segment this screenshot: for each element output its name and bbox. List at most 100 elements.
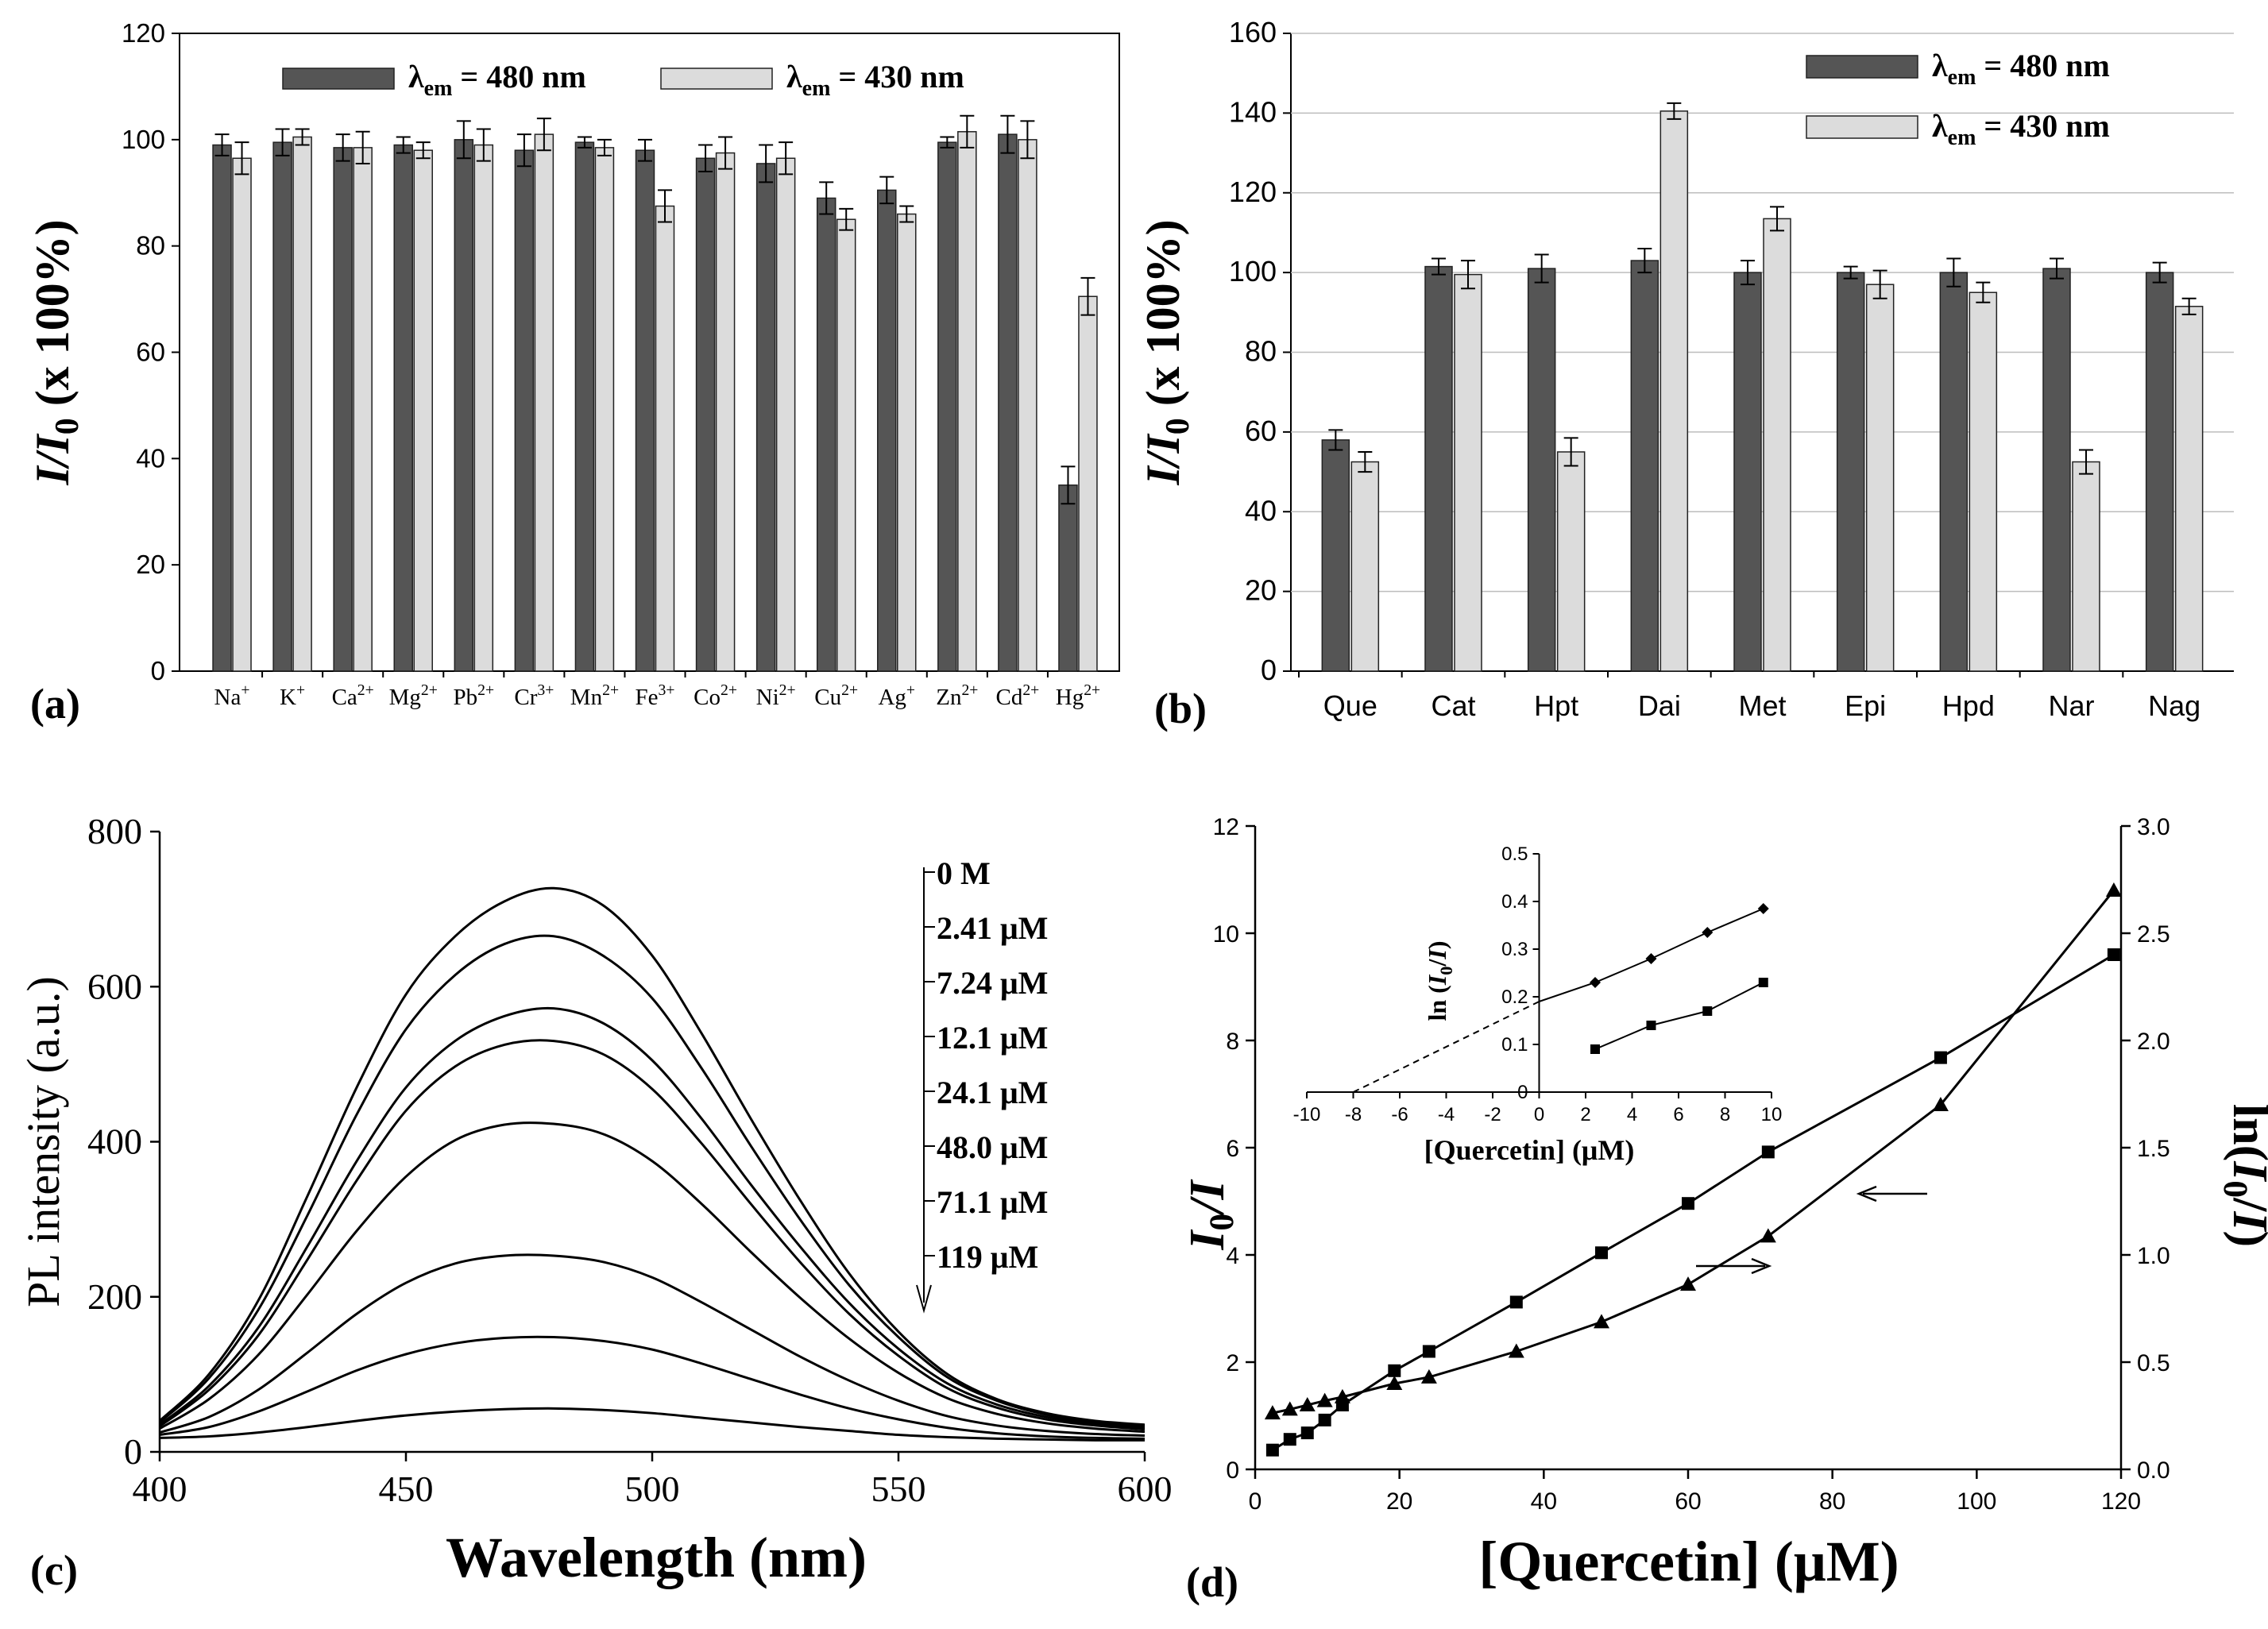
data-point-square xyxy=(1283,1433,1296,1446)
x-axis-label: [Quercetin] (μM) xyxy=(1478,1530,1899,1593)
y-tick-label: 12 xyxy=(1213,814,1239,840)
data-point-triangle xyxy=(1594,1314,1609,1329)
legend-label: λem = 480 nm xyxy=(408,59,586,101)
concentration-label: 71.1 μM xyxy=(937,1184,1048,1220)
y-tick-label: 40 xyxy=(136,443,165,473)
data-point-square xyxy=(1758,978,1768,987)
legend-label: λem = 430 nm xyxy=(1932,108,2110,150)
series-line-triangles xyxy=(1272,890,2115,1415)
spectrum-line xyxy=(159,1407,1146,1442)
bar xyxy=(1018,139,1037,672)
inset-x-tick-label: 6 xyxy=(1673,1104,1683,1125)
concentration-label: 48.0 μM xyxy=(937,1129,1048,1165)
legend-swatch xyxy=(660,68,773,90)
data-point-triangle xyxy=(1932,1097,1949,1111)
data-point-square xyxy=(1265,1443,1279,1457)
x-tick-label: Co2+ xyxy=(694,681,737,710)
data-point-triangle xyxy=(1264,1405,1281,1420)
bar xyxy=(1659,110,1689,672)
concentration-label: 7.24 μM xyxy=(937,965,1048,1001)
y-tick-label: 2 xyxy=(1226,1350,1239,1376)
y-axis-label: PL intensity (a.u.) xyxy=(17,976,69,1307)
x-tick-label: Nag xyxy=(2148,689,2200,722)
y-axis-label: I/I0 (x 100%) xyxy=(1137,219,1196,485)
spectrum-line xyxy=(158,934,1146,1428)
y2-tick-label: 0.0 xyxy=(2137,1457,2170,1484)
bar xyxy=(1078,295,1098,672)
data-point-triangle xyxy=(1680,1276,1696,1291)
x-axis-label: Wavelength (nm) xyxy=(446,1526,867,1589)
y-tick-label: 100 xyxy=(1229,255,1277,288)
inset-y-tick-label: 0.2 xyxy=(1501,986,1528,1008)
y-tick-label: 100 xyxy=(122,125,165,154)
bar xyxy=(232,157,252,672)
inset-y-tick-label: 0.1 xyxy=(1501,1034,1528,1056)
x-tick-label: 40 xyxy=(1531,1488,1557,1515)
x-tick-label: Ni2+ xyxy=(756,681,796,710)
concentration-label: 12.1 μM xyxy=(937,1020,1048,1056)
x-tick-label: Epi xyxy=(1845,689,1886,722)
data-point-square xyxy=(1422,1345,1435,1358)
inset-y-tick-label: 0 xyxy=(1517,1082,1528,1103)
y-axis-label: I0/I xyxy=(1180,1179,1241,1251)
data-point-square xyxy=(1934,1051,1947,1064)
panel-d-quenching-plot: 0 20 40 60 80 100 1200246810120.00.51.01.52.02… xyxy=(1180,814,2268,1606)
y-tick-label: 10 xyxy=(1213,921,1239,948)
y-tick-label: 80 xyxy=(1245,335,1277,368)
concentration-label: 119 μM xyxy=(937,1239,1038,1275)
x-tick-label: Hpt xyxy=(1534,689,1578,722)
data-point-square xyxy=(1335,1399,1349,1411)
bar xyxy=(1836,272,1865,672)
bar xyxy=(1733,272,1762,672)
data-point-square xyxy=(1300,1426,1314,1440)
panel-label: (c) xyxy=(30,1546,78,1594)
x-tick-label: Ag+ xyxy=(878,681,915,710)
y-tick-label: 600 xyxy=(87,966,142,1006)
data-point-square xyxy=(1702,1006,1713,1016)
bar xyxy=(212,144,232,672)
concentration-label: 24.1 μM xyxy=(937,1075,1048,1110)
bar xyxy=(534,133,554,672)
y-tick-label: 0 xyxy=(124,1431,142,1472)
left-axis-arrowhead xyxy=(1856,1185,1877,1202)
y-tick-label: 160 xyxy=(1229,16,1277,48)
inset-x-tick-label: -2 xyxy=(1484,1104,1501,1125)
legend-swatch xyxy=(282,68,395,90)
legend-label: λem = 430 nm xyxy=(786,59,964,101)
inset-line-squares xyxy=(1594,982,1764,1050)
data-point-diamond xyxy=(1757,903,1769,914)
data-point-square xyxy=(2107,948,2120,961)
bar xyxy=(1763,218,1791,672)
bar xyxy=(937,141,957,672)
bar xyxy=(1058,484,1078,672)
right-axis-arrowhead xyxy=(1751,1257,1772,1275)
x-tick-label: 600 xyxy=(1118,1469,1173,1509)
bar xyxy=(1350,461,1380,672)
bar xyxy=(272,141,292,672)
x-tick-label: Na+ xyxy=(214,681,250,710)
y-tick-label: 4 xyxy=(1226,1243,1239,1269)
bar xyxy=(755,163,776,672)
inset-x-tick-label: -10 xyxy=(1293,1104,1321,1125)
y-tick-label: 20 xyxy=(1245,574,1277,607)
inset-x-tick-label: 2 xyxy=(1580,1104,1590,1125)
bar xyxy=(413,149,433,672)
x-tick-label: 100 xyxy=(1957,1488,1996,1515)
y-tick-label: 60 xyxy=(1245,415,1277,447)
x-tick-label: 20 xyxy=(1386,1488,1412,1515)
bar xyxy=(473,144,494,672)
concentration-label: 2.41 μM xyxy=(937,910,1048,946)
panel-label: (b) xyxy=(1154,685,1207,732)
x-tick-label: Cd2+ xyxy=(995,681,1039,710)
concentration-label: 0 M xyxy=(937,855,991,891)
y2-tick-label: 2.0 xyxy=(2137,1029,2170,1055)
x-tick-label: Que xyxy=(1323,689,1377,722)
inset-x-tick-label: -6 xyxy=(1391,1104,1408,1125)
spectrum-line xyxy=(159,1335,1146,1440)
bar xyxy=(1527,268,1556,672)
panel-label: (d) xyxy=(1186,1558,1238,1606)
bar xyxy=(1454,273,1482,672)
y2-tick-label: 1.0 xyxy=(2137,1243,2170,1269)
x-tick-label: Zn2+ xyxy=(936,681,978,710)
